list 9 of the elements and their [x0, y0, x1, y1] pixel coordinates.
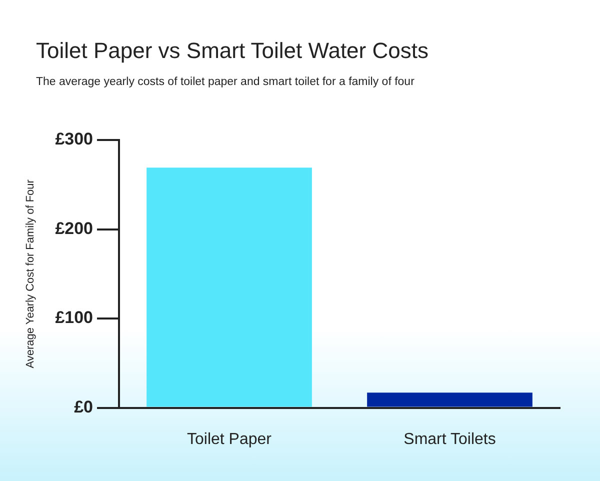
y-axis-title: Average Yearly Cost for Family of Four: [24, 179, 37, 368]
x-tick-label: Smart Toilets: [404, 430, 496, 448]
y-tick-label: £100: [55, 308, 94, 328]
chart-title: Toilet Paper vs Smart Toilet Water Costs: [36, 38, 428, 64]
y-tick-label: £200: [55, 218, 94, 238]
chart-subtitle: The average yearly costs of toilet paper and smart toilet for a family of four: [36, 76, 414, 88]
y-tick-label: £0: [74, 397, 94, 416]
y-tick-label: £300: [55, 130, 94, 149]
x-tick-label: Toilet Paper: [187, 430, 272, 448]
